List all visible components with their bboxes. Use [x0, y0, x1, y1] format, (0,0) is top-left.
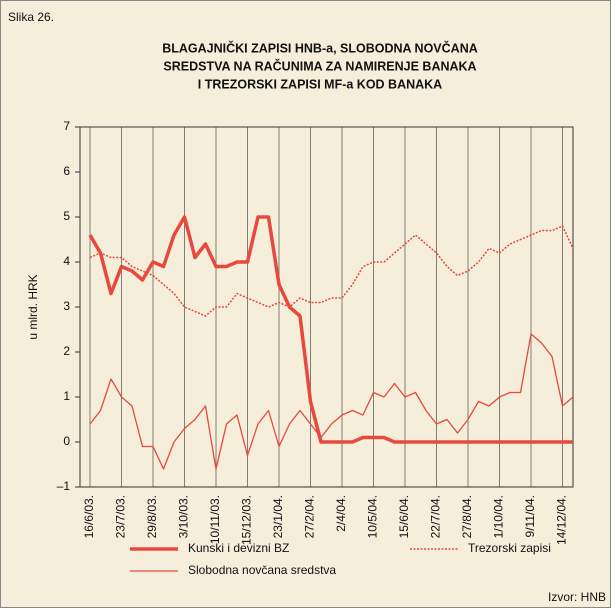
y-tick-label: 4 — [63, 254, 70, 268]
figure-label: Slika 26. — [8, 10, 54, 24]
y-tick-label: 3 — [63, 299, 70, 313]
y-tick-label: 5 — [63, 209, 70, 223]
legend-label: Kunski i devizni BZ — [188, 541, 289, 555]
y-tick-label: –1 — [57, 479, 71, 493]
x-tick-label: 15/6/04. — [397, 495, 411, 538]
y-tick-label: 2 — [63, 344, 70, 358]
y-tick-label: 7 — [63, 119, 70, 133]
y-axis-label: u mlrd. HRK — [26, 274, 40, 339]
series-line — [89, 333, 574, 470]
source: Izvor: HNB — [548, 590, 606, 604]
y-tick-label: 6 — [63, 164, 70, 178]
y-tick-label: 0 — [63, 434, 70, 448]
chart-title: SREDSTVA NA RAČUNIMA ZA NAMIRENJE BANAKA — [163, 58, 476, 73]
series-line — [88, 215, 573, 444]
x-tick-label: 9/11/04. — [523, 495, 537, 537]
y-tick-label: 1 — [63, 389, 70, 403]
x-tick-label: 10/5/04. — [366, 495, 380, 538]
legend-label: Trezorski zapisi — [468, 541, 551, 555]
x-tick-label: 14/12/04. — [555, 495, 569, 545]
x-tick-label: 3/10/03. — [177, 495, 191, 538]
x-tick-label: 10/11/03. — [208, 495, 222, 544]
chart-title: BLAGAJNIČKI ZAPISI HNB-a, SLOBODNA NOVČA… — [162, 40, 478, 55]
x-tick-label: 16/6/03. — [82, 495, 96, 538]
x-tick-label: 22/7/04. — [429, 495, 443, 538]
x-tick-label: 15/12/03. — [240, 495, 254, 545]
x-tick-label: 23/7/03. — [114, 495, 128, 538]
legend-label: Slobodna novčana sredstva — [188, 563, 336, 577]
x-tick-label: 2/4/04. — [334, 495, 348, 532]
x-tick-label: 27/8/04. — [460, 495, 474, 538]
x-tick-label: 27/2/04. — [303, 495, 317, 538]
x-tick-label: 1/10/04. — [492, 495, 506, 538]
x-tick-label: 23/1/04. — [271, 495, 285, 538]
x-tick-label: 29/8/03. — [145, 495, 159, 538]
chart-title: I TREZORSKI ZAPISI MF-a KOD BANAKA — [198, 77, 442, 91]
